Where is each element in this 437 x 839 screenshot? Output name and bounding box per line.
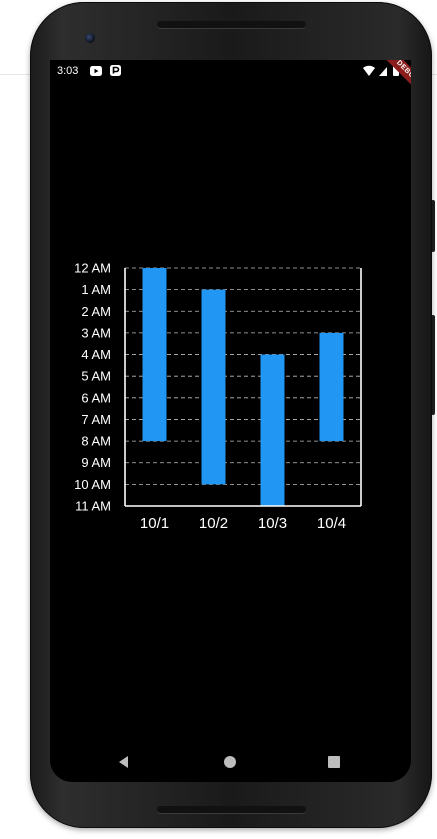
y-tick-label: 8 AM [81,434,111,449]
x-axis-tick-labels: 10/1 10/2 10/3 10/4 [140,515,346,532]
debug-banner: DEBUG [365,60,411,110]
y-tick-label: 4 AM [81,347,111,362]
y-tick-label: 7 AM [81,412,111,427]
youtube-icon [90,66,102,76]
home-icon[interactable] [222,754,238,770]
chart-axes [124,268,362,507]
y-tick-label: 6 AM [81,390,111,405]
navigation-bar [50,745,411,779]
range-bar [260,354,285,506]
debug-banner-label: DEBUG [367,60,411,110]
earpiece-speaker [157,21,306,28]
y-tick-label: 9 AM [81,455,111,470]
x-tick-label: 10/4 [317,515,346,532]
range-bar [142,268,167,442]
app-notification-icon [110,65,121,76]
y-tick-label: 2 AM [81,304,111,319]
bottom-speaker [157,806,306,813]
status-time: 3:03 [57,65,79,77]
y-tick-label: 11 AM [75,499,111,514]
y-tick-label: 5 AM [81,369,111,384]
signal-icon [379,67,387,76]
wifi-icon [363,65,375,76]
schedule-range-chart: 12 AM 1 AM 2 AM 3 AM 4 AM 5 AM 6 AM 7 AM 8 AM 9 A… [50,250,411,550]
recent-apps-icon[interactable] [326,754,342,770]
front-camera-icon [85,33,95,43]
back-icon[interactable] [116,754,132,770]
y-tick-label: 10 AM [74,477,111,492]
y-tick-label: 1 AM [81,282,111,297]
range-bar [319,332,344,442]
y-tick-label: 3 AM [81,325,111,340]
volume-button [431,315,435,415]
status-bar: 3:03 [50,60,411,84]
range-bar [201,289,226,485]
x-tick-label: 10/2 [199,515,228,532]
phone-screen: 3:03 DEBUG 12 [50,60,411,782]
x-tick-label: 10/1 [140,515,169,532]
chart-svg: 12 AM 1 AM 2 AM 3 AM 4 AM 5 AM 6 AM 7 AM 8 AM 9 A… [74,261,362,532]
power-button [431,200,435,252]
y-tick-label: 12 AM [74,261,111,276]
chart-bars [142,268,344,506]
x-tick-label: 10/3 [258,515,287,532]
y-axis-tick-labels: 12 AM 1 AM 2 AM 3 AM 4 AM 5 AM 6 AM 7 AM 8 AM 9 A… [74,261,111,514]
